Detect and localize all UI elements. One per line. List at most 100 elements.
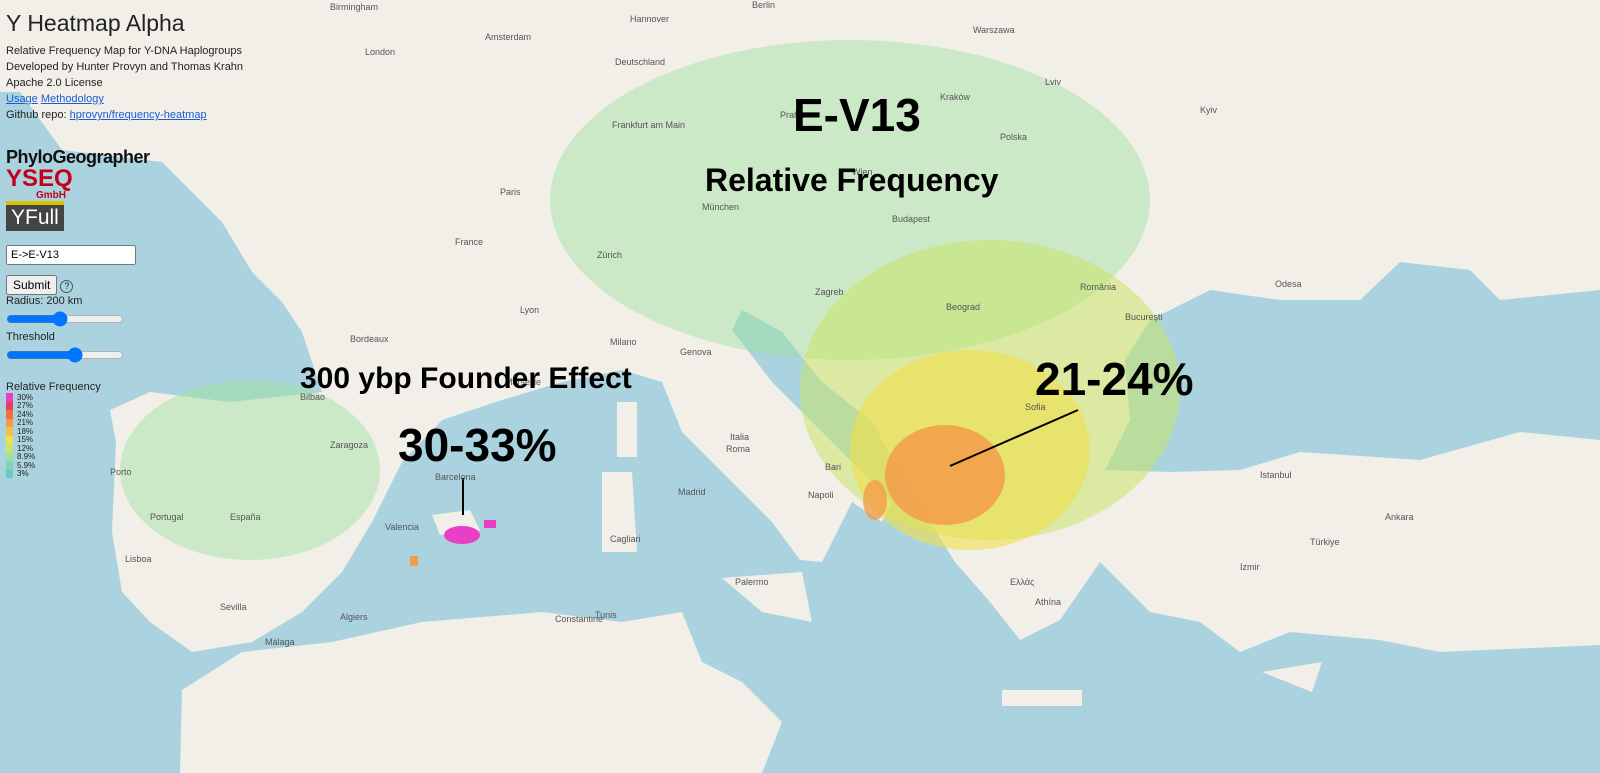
place-label: Milano [610,337,637,347]
legend-title: Relative Frequency [6,381,101,393]
place-label: Lviv [1045,77,1062,87]
place-label: Marseille [505,377,541,387]
place-label: Warszawa [973,25,1015,35]
place-label: España [230,512,261,522]
legend-label: 21% [17,418,34,428]
heat-max [444,526,480,544]
place-label: Beograd [946,302,980,312]
land [180,612,782,773]
place-label: Amsterdam [485,32,531,42]
legend-swatch [6,393,13,402]
place-label: Valencia [385,522,419,532]
place-label: Sevilla [220,602,247,612]
annotation-haplogroup: E-V13 [793,89,921,141]
place-label: Bucureşti [1125,312,1163,322]
land [1002,690,1082,706]
place-label: München [702,202,739,212]
logo-yseq[interactable]: YSEQ [6,165,73,192]
annotation-pointer [949,409,1079,467]
land [150,0,270,112]
repo-label: Github repo: [6,109,67,121]
legend-swatch [6,410,13,419]
place-label: Madrid [678,487,706,497]
place-label: Polska [1000,132,1027,142]
place-label: Italia [730,432,749,442]
place-label: Lisboa [125,554,152,564]
annotation-balearic: 30-33% [398,419,557,471]
place-label: Istanbul [1260,470,1292,480]
legend-entry: 18% [6,427,246,436]
info-line: Apache 2.0 License [6,77,103,89]
repo-link[interactable]: hprovyn/frequency-heatmap [69,109,207,121]
legend-entry: 21% [6,418,246,428]
place-label: Berlin [752,0,775,10]
place-label: Portugal [150,512,184,522]
methodology-link[interactable]: Methodology [40,93,104,105]
land [0,0,1600,652]
legend-swatch [6,469,13,478]
place-label: Roma [726,444,750,454]
help-icon[interactable]: ? [60,280,74,293]
heat-peak [410,556,418,566]
legend-label: 24% [17,409,34,419]
place-label: Athína [1035,597,1061,607]
place-label: România [1080,282,1116,292]
place-label: Kraków [940,92,971,102]
place-label: Málaga [265,637,295,647]
place-label: Cagliari [610,534,641,544]
place-label: Kyiv [1200,105,1218,115]
legend-entry: 12% [6,444,246,453]
land [602,472,637,552]
place-label: Bilbao [300,392,325,402]
land [1262,662,1322,692]
submit-button[interactable]: Submit [6,275,58,295]
legend-label: 12% [17,443,34,453]
legend-label: 18% [17,426,34,436]
place-label: Zagreb [815,287,844,297]
place-label: Porto [110,467,132,477]
legend-entry: 30% [6,393,246,402]
legend-swatch [6,401,13,410]
logo-yseq-sub: GmbH [36,190,66,201]
legend-entry: 5.9% [6,461,246,470]
legend: 30% 27% 24% 21% 18% 15% 12% 8.9% 5.9% 3% [6,393,246,478]
threshold-slider[interactable] [6,347,124,363]
annotation-founder: 300 ybp Founder Effect [300,362,632,395]
heat-max [484,520,496,528]
place-label: Zürich [597,250,622,260]
place-label: Palermo [735,577,769,587]
app-title: Y Heatmap Alpha [6,10,185,36]
place-label: Algiers [340,612,368,622]
place-label: Deutschland [615,57,665,67]
place-label: Barcelona [435,472,476,482]
legend-swatch [6,435,13,444]
radius-slider[interactable] [6,311,124,327]
radius-label: Radius: 200 km [6,295,83,307]
usage-link[interactable]: Usage [6,93,38,105]
legend-entry: 24% [6,410,246,419]
legend-entry: 15% [6,435,246,445]
logo-phylogeographer[interactable]: PhyloGeographer [6,147,150,167]
legend-swatch [6,452,13,461]
place-label: Türkiye [1310,537,1340,547]
haplogroup-input[interactable] [6,245,136,265]
place-label: Genova [680,347,712,357]
place-label: Izmir [1240,562,1260,572]
map-labels: Birmingham London Hannover Berlin Warszawa Am… [110,0,1414,647]
heat-peak [863,480,887,520]
place-label: Odesa [1275,279,1302,289]
land [617,402,637,457]
place-label: Wien [852,167,873,177]
place-label: France [455,237,483,247]
legend-label: 15% [17,435,34,445]
logo-yfull[interactable]: YFull [6,201,64,231]
legend-label: 27% [17,401,34,411]
links: Usage Methodology [6,91,246,107]
land [722,572,812,622]
place-label: Tunis [595,610,617,620]
repo: Github repo: hprovyn/frequency-heatmap [6,107,246,123]
legend-label: 30% [17,392,34,402]
legend-label: 3% [17,469,29,479]
